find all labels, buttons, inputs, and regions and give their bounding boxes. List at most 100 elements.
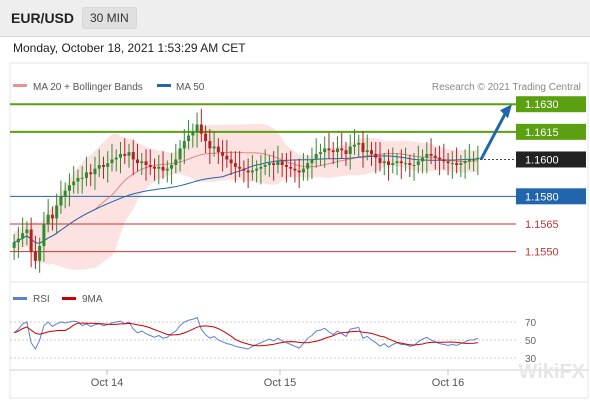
rsi-ma-legend-label: 9MA	[82, 294, 103, 305]
candle-body	[340, 148, 344, 151]
candle-body	[357, 142, 361, 145]
candle-body	[72, 181, 76, 186]
candle-body	[136, 159, 140, 164]
chart-frame	[9, 62, 589, 399]
candle-body	[463, 161, 467, 164]
candle-body	[327, 148, 331, 151]
candle-body	[178, 148, 182, 160]
candle-body	[399, 161, 403, 164]
candle-body	[442, 159, 446, 162]
candle-body	[246, 170, 250, 173]
candle-body	[216, 146, 220, 153]
candle-body	[59, 196, 63, 206]
candle-body	[123, 153, 127, 156]
candle-body	[50, 214, 54, 219]
bollinger-bands	[14, 123, 478, 270]
candle-body	[80, 177, 84, 179]
candle-body	[165, 168, 169, 171]
candle-body	[97, 165, 101, 169]
candle-body	[38, 246, 42, 261]
candle-body	[284, 165, 288, 167]
candle-body	[195, 124, 199, 132]
candle-body	[161, 166, 165, 171]
candle-body	[391, 163, 395, 165]
level-label-1.1630: 1.1630	[525, 99, 559, 111]
candle-body	[114, 157, 118, 160]
candle-body	[318, 152, 322, 154]
symbol-title: EUR/USD	[11, 10, 75, 26]
candle-body	[421, 157, 425, 162]
candle-body	[153, 166, 157, 169]
candle-body	[157, 166, 161, 169]
candle-body	[67, 185, 71, 191]
candle-body	[140, 161, 144, 164]
candle-body	[438, 157, 442, 160]
credit-label: Research © 2021 Trading Central	[432, 82, 581, 93]
candle-body	[187, 135, 191, 142]
level-label-1.1600: 1.1600	[525, 154, 559, 166]
bollinger-legend-label: MA 20 + Bollinger Bands	[33, 82, 143, 93]
candle-body	[416, 161, 420, 165]
level-lines	[10, 103, 516, 253]
rsi-line	[13, 316, 479, 350]
candle-body	[238, 166, 242, 169]
candle-body	[63, 190, 67, 197]
candle-body	[450, 163, 454, 165]
candle-body	[314, 153, 318, 160]
candle-body	[25, 229, 29, 234]
candle-body	[412, 165, 416, 166]
candle-body	[387, 161, 391, 165]
candle-body	[250, 170, 254, 173]
candle-body	[433, 155, 437, 158]
x-tick-label: Oct 15	[264, 377, 296, 389]
rsi-tick-70: 70	[525, 318, 537, 329]
candle-body	[331, 150, 335, 153]
candle-body	[365, 150, 369, 153]
timeframe-badge[interactable]: 30 MIN	[82, 7, 137, 29]
candle-body	[276, 161, 280, 165]
candle-body	[208, 141, 212, 149]
level-label-1.1565: 1.1565	[525, 219, 559, 231]
candle-body	[370, 150, 374, 154]
candle-body	[106, 163, 110, 167]
level-label-1.1615: 1.1615	[525, 127, 559, 139]
candle-body	[382, 161, 386, 164]
candle-body	[144, 161, 148, 165]
chart-header: EUR/USD 30 MIN	[0, 0, 590, 37]
x-tick-label: Oct 16	[432, 377, 464, 389]
level-badge-1.1615	[516, 123, 586, 140]
candle-body	[472, 159, 476, 161]
projection-arrowhead	[500, 104, 512, 119]
level-labels: 1.1630 1.1615 1.1600 1.1580 1.1565 1.1550	[516, 96, 586, 259]
candle-body	[297, 170, 301, 173]
candle-body	[455, 163, 459, 165]
level-badge-1.1580	[516, 188, 586, 205]
candle-body	[212, 146, 216, 149]
candle-body	[293, 168, 297, 171]
candle-body	[242, 168, 246, 171]
candle-body	[42, 223, 46, 247]
candle-body	[21, 233, 25, 239]
x-tick-label: Oct 14	[91, 377, 123, 389]
level-badge-1.1630	[516, 96, 586, 113]
rsi-legend-label: RSI	[33, 294, 50, 305]
candle-body	[323, 148, 327, 153]
candle-body	[348, 146, 352, 154]
ma50-legend-label: MA 50	[176, 82, 205, 93]
level-badge-1.1600	[516, 151, 586, 168]
candle-body	[310, 159, 314, 164]
candle-body	[361, 142, 365, 153]
candle-body	[352, 144, 356, 147]
candle-body	[148, 165, 152, 167]
ma50-line	[13, 155, 478, 244]
candle-body	[118, 153, 122, 158]
candle-body	[404, 163, 408, 165]
candle-body	[395, 161, 399, 164]
candle-body	[459, 163, 463, 165]
candle-body	[182, 141, 186, 149]
candle-body	[280, 161, 284, 165]
x-axis: Oct 14 Oct 15 Oct 16	[91, 370, 464, 389]
candle-body	[110, 159, 114, 164]
candle-body	[233, 163, 237, 167]
candle-body	[229, 159, 233, 164]
